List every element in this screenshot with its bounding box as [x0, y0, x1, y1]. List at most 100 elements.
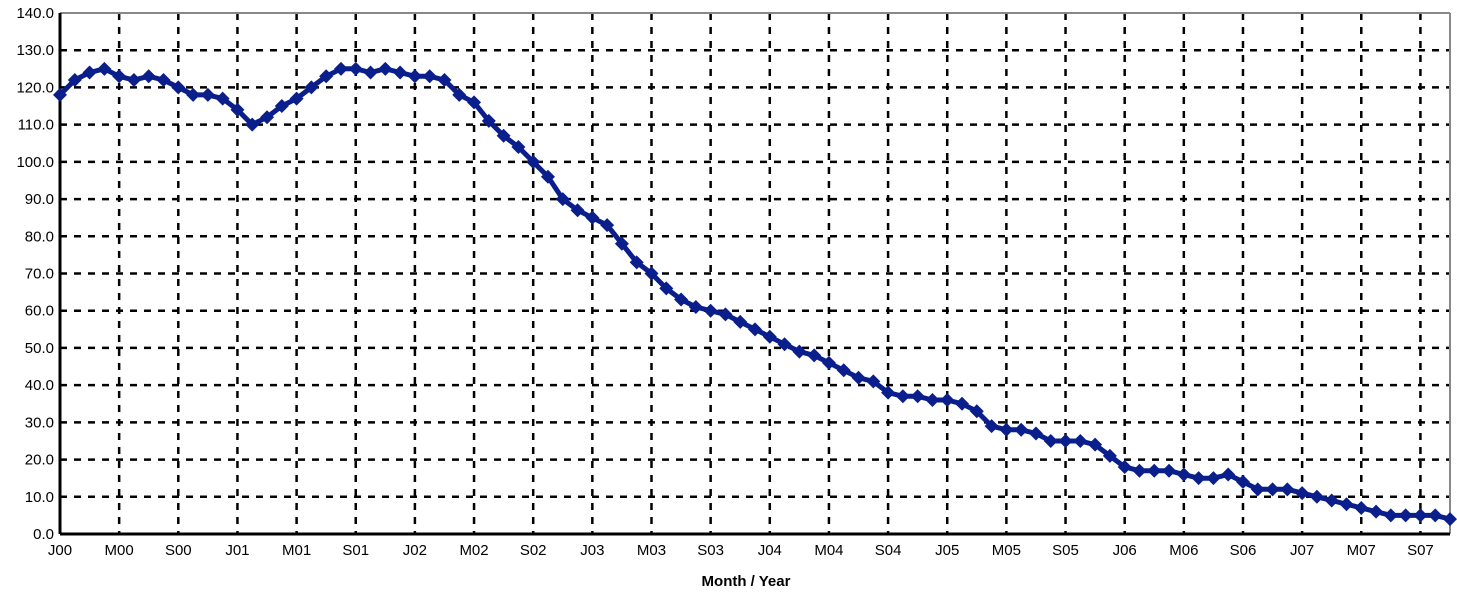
- data-point: [851, 370, 866, 385]
- data-point: [274, 99, 289, 114]
- data-point: [1369, 504, 1384, 519]
- x-tick-label: J05: [935, 542, 959, 559]
- data-point: [289, 91, 304, 106]
- x-tick-label: J04: [758, 542, 782, 559]
- data-point: [1221, 467, 1236, 482]
- data-point: [1398, 508, 1413, 523]
- data-point: [614, 236, 629, 251]
- data-point: [748, 322, 762, 337]
- data-point: [1206, 471, 1221, 486]
- y-tick-label: 120.0: [16, 79, 54, 96]
- x-tick-label: S06: [1230, 542, 1257, 559]
- data-point: [1354, 500, 1369, 515]
- y-tick-label: 100.0: [16, 154, 54, 171]
- x-tick-label: J02: [403, 542, 427, 559]
- data-point: [792, 344, 807, 359]
- x-tick-label: S05: [1052, 542, 1079, 559]
- data-point: [230, 102, 245, 117]
- x-axis-title: Month / Year: [702, 573, 791, 590]
- data-point: [1250, 482, 1265, 497]
- data-point: [733, 314, 748, 329]
- x-tick-label: M01: [282, 542, 311, 559]
- x-tick-label: M00: [105, 542, 134, 559]
- data-point: [940, 393, 955, 408]
- data-point: [1235, 474, 1250, 489]
- x-tick-label: J01: [225, 542, 249, 559]
- data-point: [585, 210, 600, 225]
- x-tick-label: M06: [1169, 542, 1198, 559]
- y-tick-label: 40.0: [25, 377, 54, 394]
- data-point: [1413, 508, 1428, 523]
- y-tick-label: 50.0: [25, 340, 54, 357]
- x-tick-label: M07: [1347, 542, 1376, 559]
- y-tick-label: 80.0: [25, 228, 54, 245]
- data-point: [703, 303, 718, 318]
- data-point: [999, 422, 1014, 437]
- y-tick-label: 90.0: [25, 191, 54, 208]
- x-tick-label: M03: [637, 542, 666, 559]
- data-point: [777, 337, 792, 352]
- y-tick-label: 70.0: [25, 266, 54, 283]
- data-point: [1147, 463, 1162, 478]
- x-tick-label: S00: [165, 542, 192, 559]
- data-point: [437, 72, 452, 87]
- data-point: [1309, 489, 1324, 504]
- x-tick-label: S02: [520, 542, 547, 559]
- x-tick-label: J03: [580, 542, 604, 559]
- y-tick-label: 20.0: [25, 452, 54, 469]
- data-point: [200, 87, 215, 102]
- data-point: [53, 87, 67, 102]
- data-point: [659, 281, 674, 296]
- data-point: [82, 65, 97, 80]
- data-point: [348, 61, 363, 76]
- data-point: [1132, 463, 1147, 478]
- data-point: [555, 192, 570, 207]
- data-point: [1162, 463, 1177, 478]
- data-point: [97, 61, 112, 76]
- data-point: [526, 154, 541, 169]
- x-tick-label: S01: [342, 542, 369, 559]
- data-point: [688, 299, 703, 314]
- data-point: [1028, 426, 1043, 441]
- data-point: [629, 255, 644, 270]
- data-point: [1383, 508, 1398, 523]
- data-point: [1339, 497, 1354, 512]
- data-point: [496, 128, 511, 143]
- x-tick-label: M05: [992, 542, 1021, 559]
- data-point: [1088, 437, 1103, 452]
- data-point: [984, 419, 999, 434]
- data-point: [1014, 422, 1029, 437]
- series-layer: [53, 61, 1457, 527]
- data-point: [171, 80, 186, 95]
- data-point: [910, 389, 925, 404]
- x-tick-label: S03: [697, 542, 724, 559]
- series-line: [58, 66, 1451, 522]
- data-point: [407, 69, 422, 84]
- data-point: [925, 393, 940, 408]
- data-point: [821, 355, 836, 370]
- data-point: [319, 69, 334, 84]
- data-point: [866, 374, 881, 389]
- data-point: [260, 110, 275, 125]
- data-point: [881, 385, 896, 400]
- data-point: [644, 266, 659, 281]
- data-point: [1102, 448, 1117, 463]
- data-point: [422, 69, 437, 84]
- data-point: [186, 87, 201, 102]
- data-point: [762, 329, 777, 344]
- y-tick-label: 130.0: [16, 42, 54, 59]
- data-point: [1265, 482, 1280, 497]
- data-point: [836, 363, 851, 378]
- data-point: [112, 69, 127, 84]
- data-point: [1043, 433, 1058, 448]
- data-point: [215, 91, 230, 106]
- data-point: [245, 117, 260, 132]
- data-point: [481, 113, 496, 128]
- data-point: [467, 95, 482, 110]
- y-tick-label: 0.0: [33, 526, 54, 543]
- x-axis-ticks: J00 M00 S00 J01 M01 S01 J02 M02 S02 J03 M03 S03 J04 M…: [48, 542, 1434, 559]
- x-tick-label: J07: [1290, 542, 1314, 559]
- y-tick-label: 30.0: [25, 414, 54, 431]
- y-tick-label: 10.0: [25, 489, 54, 506]
